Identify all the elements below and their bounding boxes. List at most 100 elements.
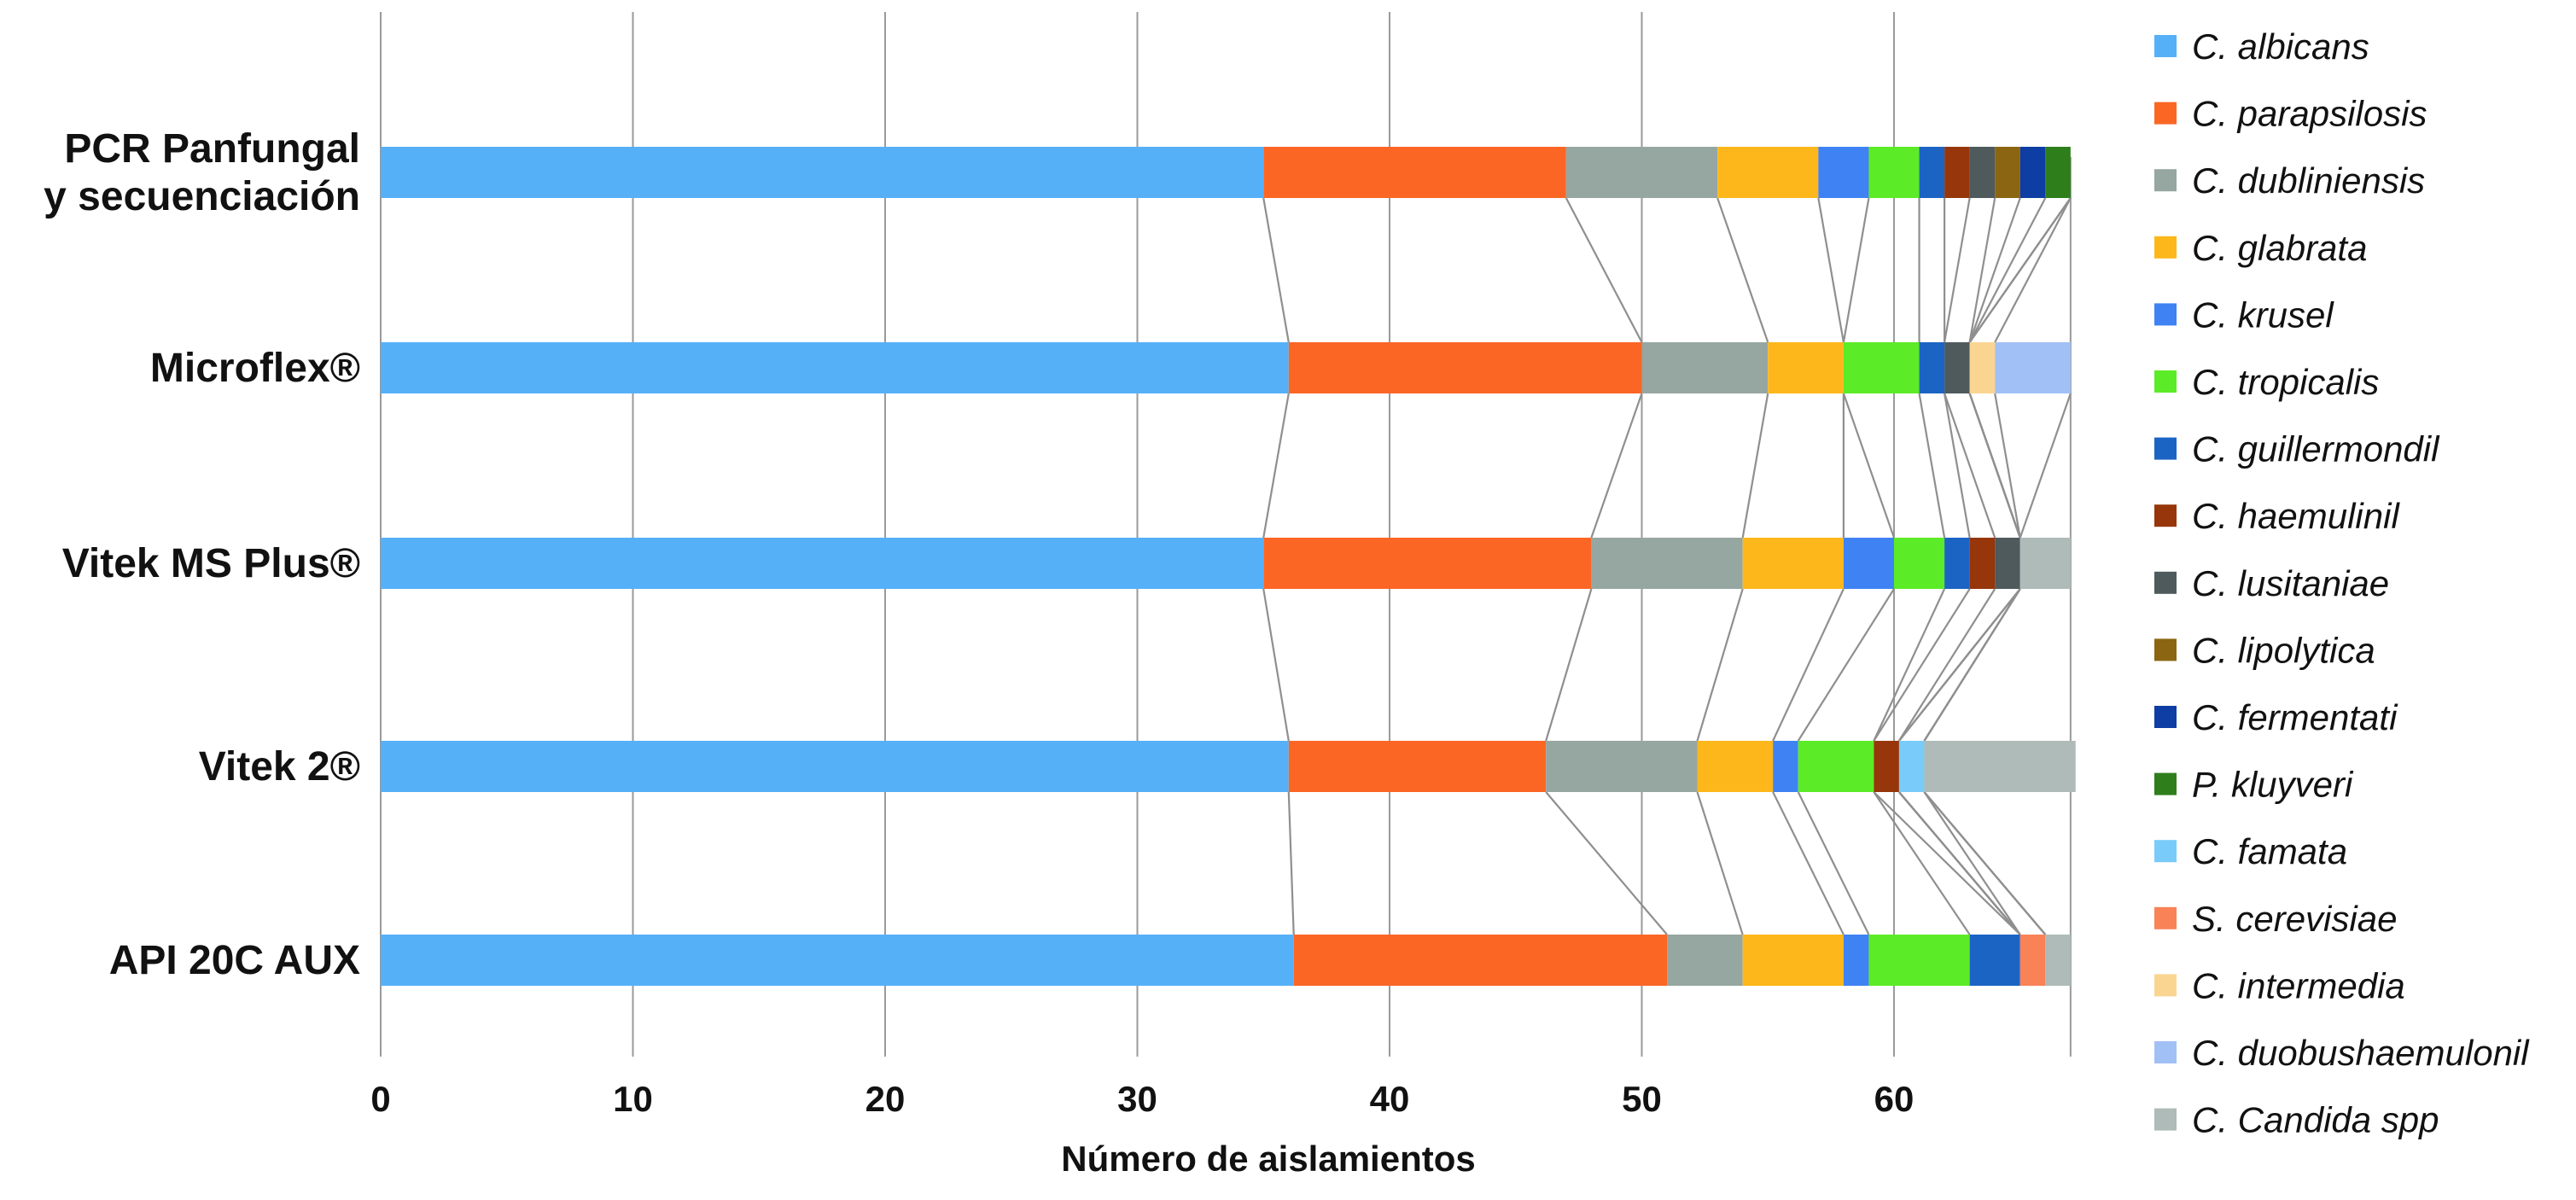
bar-segment: [1641, 342, 1769, 393]
legend-label: C. lipolytica: [2192, 630, 2375, 670]
connector-line: [1262, 197, 1290, 343]
bar-segment: [1919, 342, 1945, 393]
legend-item: C. fermentati: [2154, 697, 2398, 737]
legend-item: C. glabrata: [2154, 228, 2367, 268]
legend-label: C. guillermondil: [2192, 429, 2440, 469]
bars: [381, 147, 2076, 986]
category-label-line: Vitek MS Plus®: [62, 541, 360, 586]
legend-item: C. krusel: [2154, 294, 2334, 335]
category-label-line: Microflex®: [150, 346, 360, 391]
legend-label: C. duobushaemulonil: [2192, 1033, 2530, 1073]
legend-label: C. fermentati: [2192, 697, 2398, 737]
connector-line: [1994, 197, 2072, 343]
x-tick-label: 60: [1874, 1079, 1915, 1119]
bar-segment: [381, 741, 1289, 792]
x-tick-label: 30: [1117, 1079, 1157, 1119]
category-label: Vitek MS Plus®: [62, 541, 360, 586]
connector-line: [1968, 197, 2021, 343]
connector-line: [1565, 197, 1643, 343]
bar-segment: [1944, 538, 1970, 589]
bar-segment: [2045, 935, 2071, 986]
connector-lines: [1262, 197, 2072, 935]
bar-segment: [1293, 935, 1668, 986]
bar-segment: [381, 147, 1264, 198]
bar-segment: [1898, 741, 1925, 792]
legend-label: C. krusel: [2192, 294, 2334, 335]
legend-swatch: [2154, 906, 2177, 929]
connector-line: [1545, 791, 1668, 935]
legend-swatch: [2154, 1041, 2177, 1063]
legend-item: C. Candida spp: [2154, 1100, 2439, 1140]
legend-item: C. parapsilosis: [2154, 94, 2427, 134]
x-tick-label: 50: [1622, 1079, 1662, 1119]
legend-item: C. famata: [2154, 831, 2347, 871]
connector-line: [1944, 393, 1971, 539]
connector-line: [1873, 588, 1946, 742]
bar-segment: [2019, 538, 2071, 589]
bar-segment: [2045, 147, 2071, 198]
legend-item: C. duobushaemulonil: [2154, 1033, 2530, 1073]
connector-line: [1944, 197, 1971, 343]
legend-item: C. dubliniensis: [2154, 160, 2425, 201]
legend-swatch: [2154, 638, 2177, 661]
legend-swatch: [2154, 571, 2177, 594]
legend-swatch: [2154, 303, 2177, 326]
bar-segment: [1818, 147, 1869, 198]
bar-segment: [1288, 342, 1642, 393]
bar-segment: [381, 538, 1264, 589]
bar-segment: [1263, 538, 1592, 589]
legend-swatch: [2154, 706, 2177, 728]
bar-segment: [1773, 741, 1798, 792]
legend-item: C. tropicalis: [2154, 362, 2379, 402]
bar-segment: [1995, 342, 2071, 393]
connector-line: [1898, 791, 2021, 935]
legend-swatch: [2154, 504, 2177, 527]
category-label-line: PCR Panfungal: [64, 126, 360, 172]
connector-line: [1968, 393, 2021, 539]
legend-label: C. tropicalis: [2192, 362, 2379, 402]
connector-line: [1817, 197, 1845, 343]
connector-line: [1590, 393, 1643, 539]
bar-segment: [1868, 935, 1970, 986]
bar-segment: [1667, 935, 1743, 986]
category-label: Vitek 2®: [199, 744, 360, 789]
legend-label: C. glabrata: [2192, 228, 2367, 268]
connector-line: [1923, 791, 2021, 935]
bar-segment: [1874, 741, 1899, 792]
legend-label: C. famata: [2192, 831, 2347, 871]
x-axis-title: Número de aislamientos: [1061, 1139, 1475, 1179]
legend-item: S. cerevisiae: [2154, 899, 2397, 939]
legend: C. albicans C. parapsilosis C. dubliniensi…: [2154, 26, 2530, 1140]
bar-segment: [1868, 147, 1920, 198]
legend-swatch: [2154, 974, 2177, 997]
bar-segment: [1591, 538, 1743, 589]
connector-line: [1873, 791, 2021, 935]
connector-line: [2019, 393, 2072, 539]
bar-segment: [1919, 147, 1945, 198]
legend-swatch: [2154, 169, 2177, 192]
bar-segment: [1843, 342, 1920, 393]
connector-line: [1898, 588, 2021, 742]
legend-item: C. lipolytica: [2154, 630, 2375, 670]
bar-segment: [1995, 147, 2020, 198]
connector-line: [1797, 588, 1895, 742]
legend-swatch: [2154, 236, 2177, 259]
bar-segment: [1742, 538, 1844, 589]
legend-swatch: [2154, 1108, 2177, 1131]
connector-line: [1897, 588, 1996, 742]
bar-segment: [1768, 342, 1844, 393]
bar-segment: [1924, 741, 2076, 792]
connector-line: [1968, 197, 1996, 343]
legend-swatch: [2154, 772, 2177, 795]
category-label-line: y secuenciación: [44, 174, 360, 219]
x-tick-labels: 0 10 20 30 40 50 60: [370, 1079, 1914, 1119]
bar-segment: [1697, 741, 1774, 792]
x-tick-label: 10: [613, 1079, 653, 1119]
bar-segment: [1717, 147, 1819, 198]
category-label-line: Vitek 2®: [199, 744, 360, 789]
bar-segment: [1263, 147, 1566, 198]
bar-segment: [1565, 147, 1718, 198]
legend-item: P. kluyveri: [2154, 765, 2354, 805]
bar-segment: [1969, 538, 1996, 589]
